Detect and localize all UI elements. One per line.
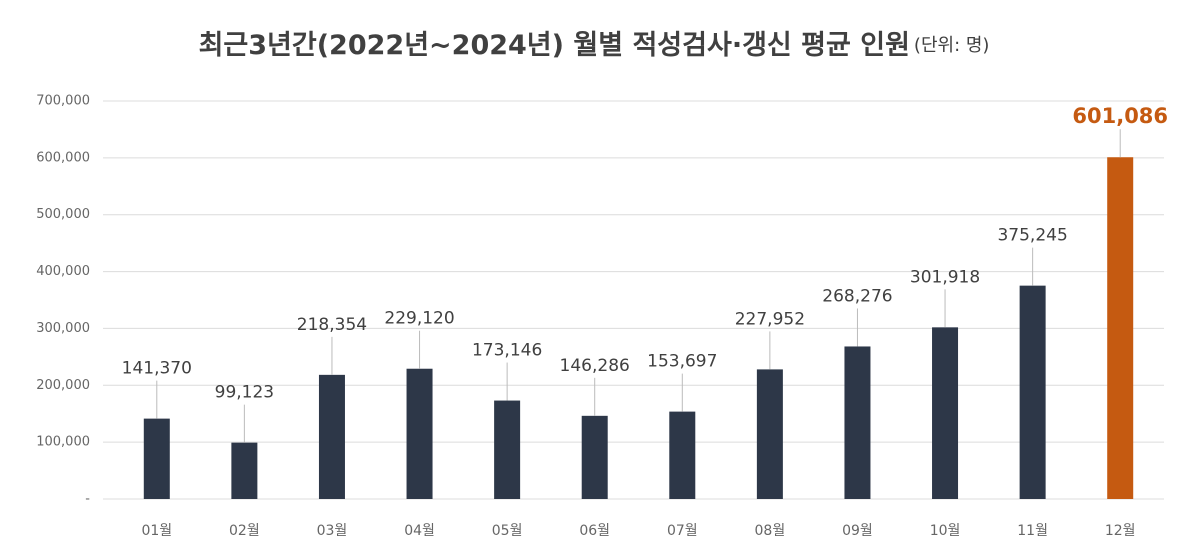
x-tick-label: 06월: [579, 523, 610, 539]
y-tick-label: 700,000: [36, 94, 90, 109]
y-tick-label: 200,000: [36, 378, 90, 393]
bar: [1019, 285, 1046, 499]
x-tick-label: 03월: [317, 523, 348, 539]
y-tick-label: 100,000: [36, 435, 90, 450]
bar: [1107, 157, 1134, 499]
x-tick-label: 08월: [755, 523, 786, 539]
x-tick-label: 02월: [229, 523, 260, 539]
bar: [143, 418, 170, 499]
chart-title: 최근3년간(2022년~2024년) 월별 적성검사·갱신 평균 인원: [199, 30, 910, 61]
y-tick-label: -: [85, 492, 90, 507]
y-tick-label: 400,000: [36, 264, 90, 279]
value-label: 301,918: [910, 267, 980, 287]
value-label: 141,370: [122, 359, 192, 379]
y-tick-label: 300,000: [36, 321, 90, 336]
x-tick-label: 01월: [141, 523, 172, 539]
value-label: 99,123: [215, 383, 274, 403]
value-label: 229,120: [384, 309, 454, 329]
x-tick-label: 07월: [667, 523, 698, 539]
y-tick-label: 600,000: [36, 150, 90, 165]
value-label: 218,354: [297, 315, 367, 335]
bar: [844, 346, 871, 499]
value-label: 268,276: [822, 286, 892, 306]
value-label: 601,086: [1072, 104, 1168, 128]
bar: [581, 415, 608, 499]
x-tick-label: 12월: [1105, 523, 1136, 539]
bar: [406, 368, 433, 499]
x-tick-label: 05월: [492, 523, 523, 539]
value-label: 375,245: [997, 226, 1067, 246]
bar: [318, 374, 345, 499]
y-tick-label: 500,000: [36, 207, 90, 222]
value-label: 146,286: [560, 356, 630, 376]
x-tick-label: 09월: [842, 523, 873, 539]
x-tick-label: 11월: [1017, 523, 1048, 539]
bar: [231, 442, 258, 499]
chart-title-group: 최근3년간(2022년~2024년) 월별 적성검사·갱신 평균 인원 (단위: …: [199, 30, 990, 61]
value-label: 173,146: [472, 341, 542, 361]
unit-label: (단위: 명): [914, 35, 990, 56]
bar: [932, 327, 959, 499]
x-tick-label: 10월: [930, 523, 961, 539]
bar: [669, 411, 696, 499]
x-tick-label: 04월: [404, 523, 435, 539]
bar: [756, 369, 783, 499]
value-label: 153,697: [647, 352, 717, 372]
bar: [494, 400, 521, 499]
value-label: 227,952: [735, 309, 805, 329]
